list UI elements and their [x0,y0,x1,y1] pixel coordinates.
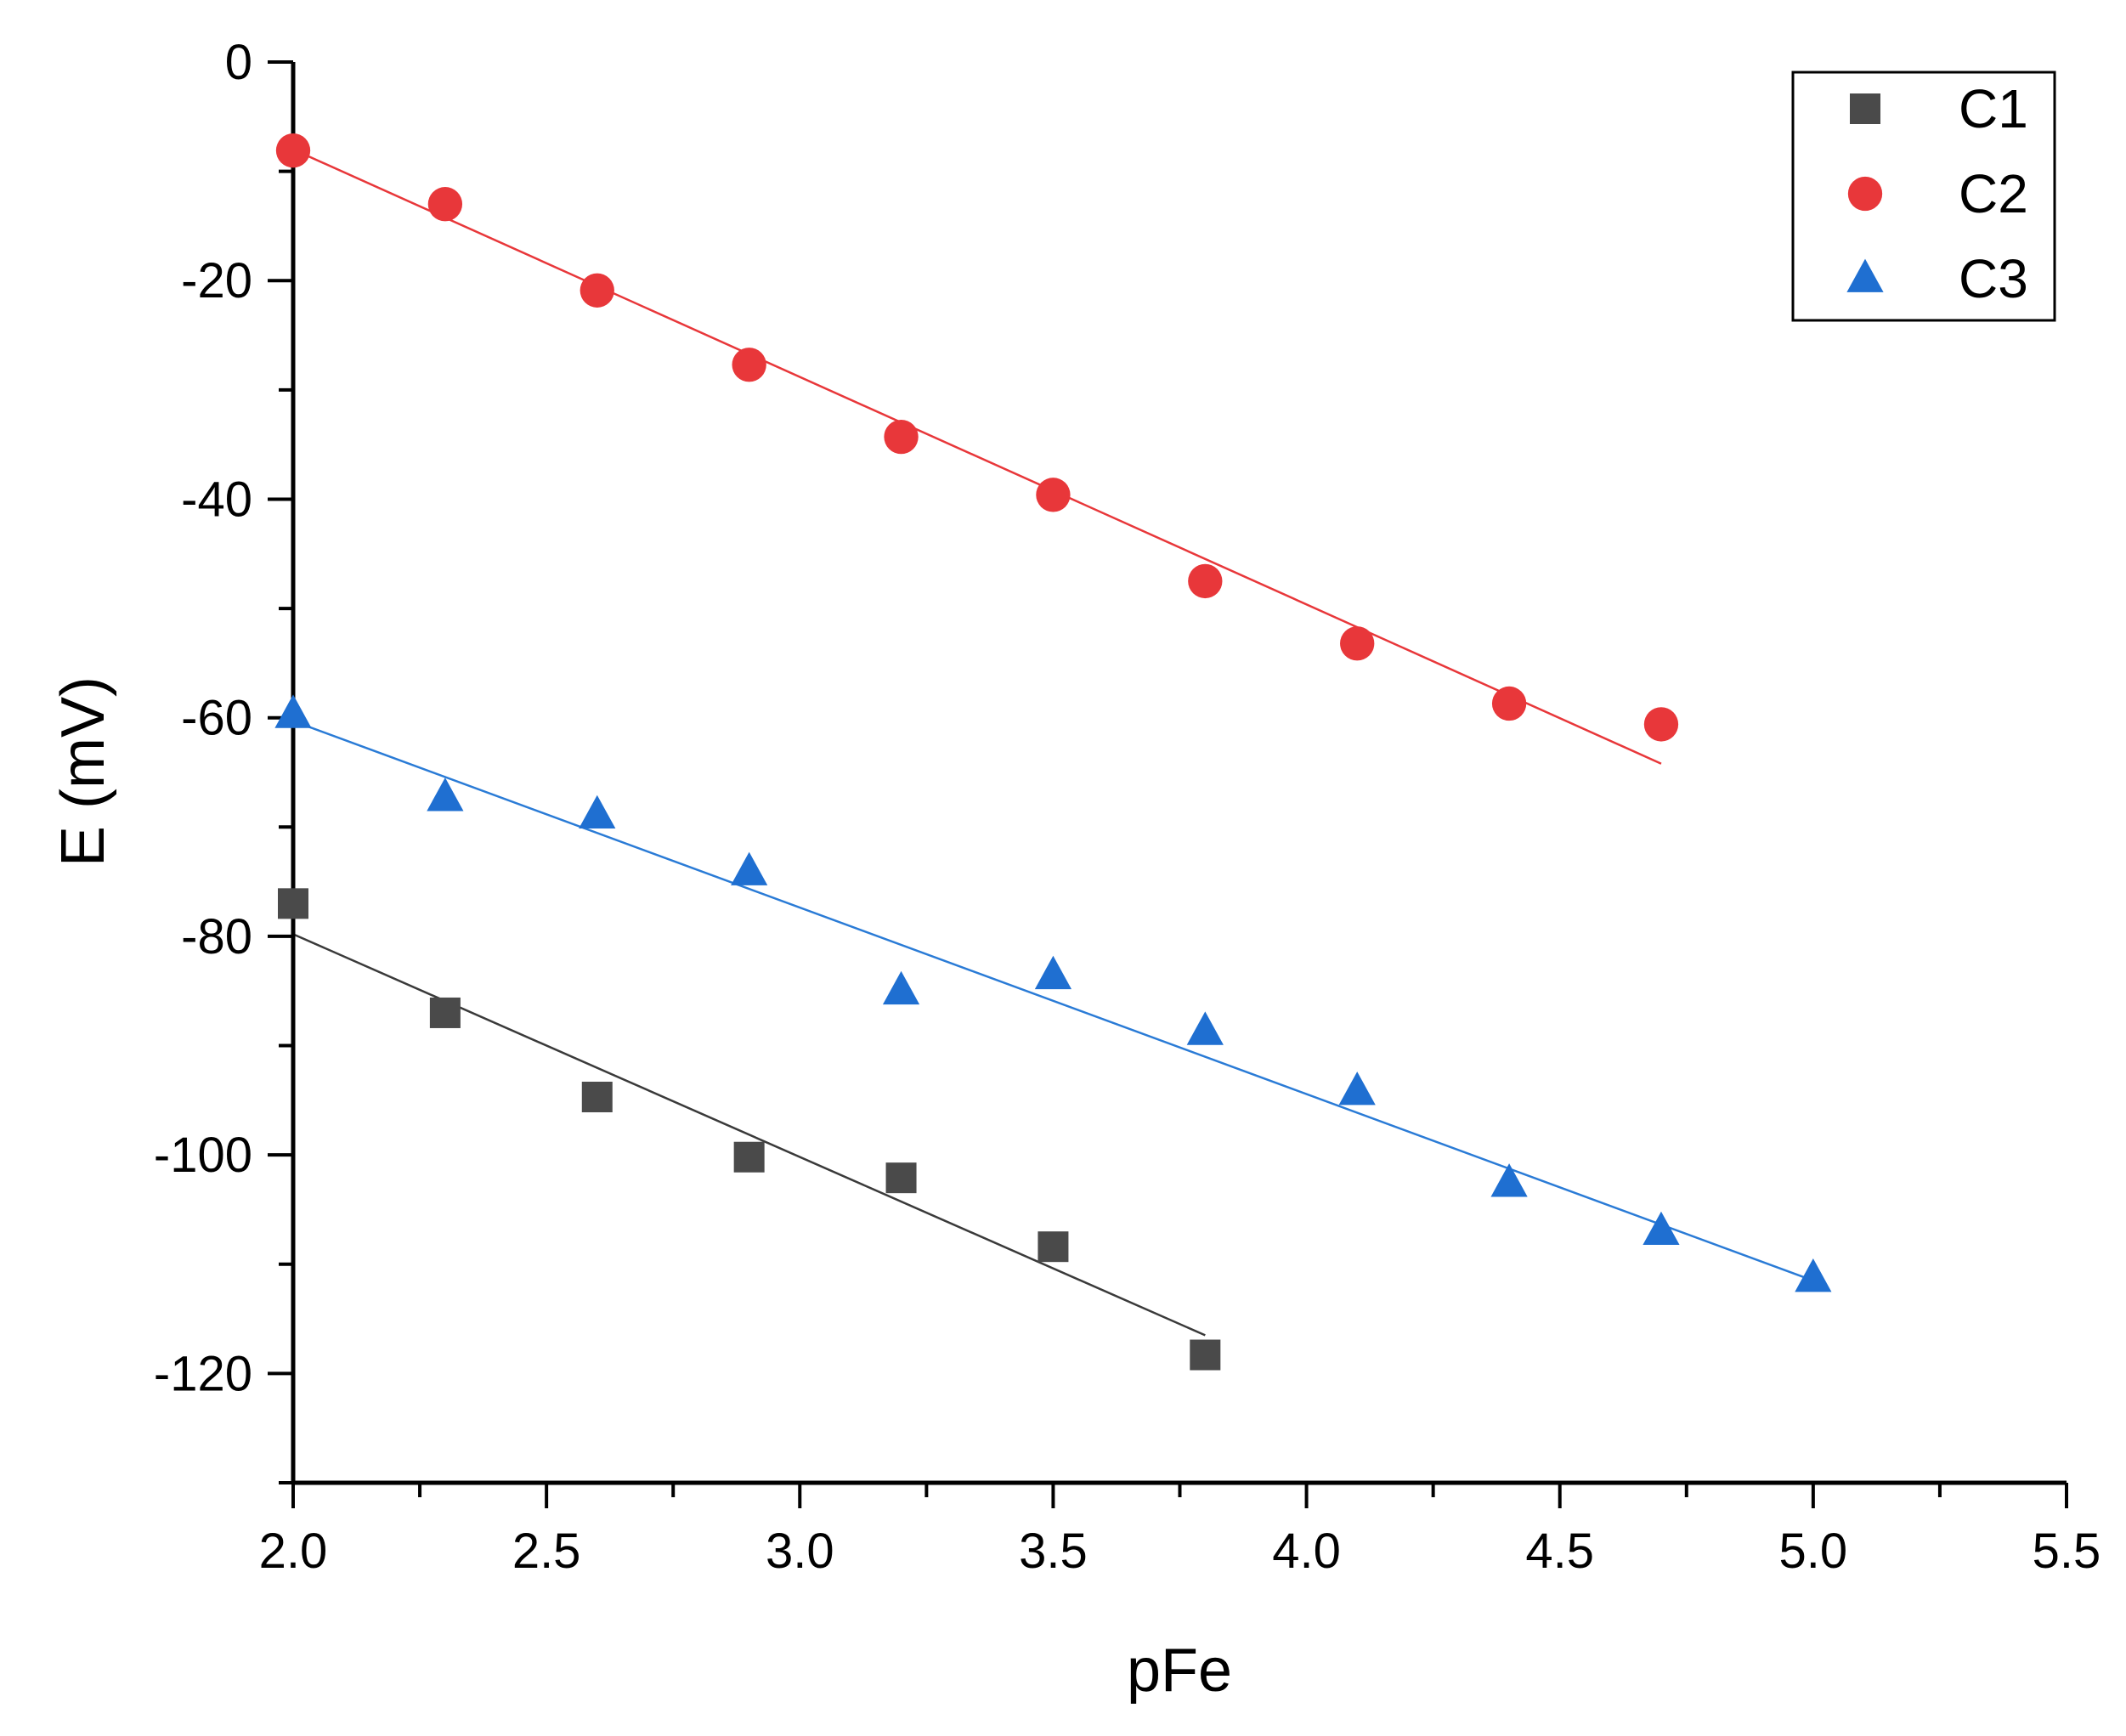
legend-items: C1 C2 C3 [1846,78,2028,309]
data-point-c1 [278,888,308,919]
data-point-c3 [731,851,768,885]
data-point-c3 [1643,1211,1680,1246]
y-tick-label: -80 [181,909,252,964]
x-ticks: 2.0 2.5 3.0 3.5 4.0 4.5 5.0 5.5 [259,1483,2101,1579]
data-point-c2 [1188,563,1223,599]
y-tick-label: -120 [154,1346,252,1401]
y-tick-label: -20 [181,253,252,308]
y-tick-label: -100 [154,1128,252,1183]
legend-marker-c3 [1846,258,1884,292]
fit-line-c3 [292,720,1814,1282]
data-markers [274,133,1832,1371]
y-tick-label: -40 [181,472,252,527]
y-tick-label: 0 [225,35,252,90]
data-point-c1 [733,1141,765,1173]
x-tick-label: 4.0 [1272,1524,1341,1579]
x-axis-title: pFe [1127,1637,1232,1705]
data-point-c1 [581,1081,613,1112]
x-tick-label: 5.5 [2033,1524,2101,1579]
x-tick-label: 3.5 [1019,1524,1088,1579]
data-point-c1 [1190,1339,1221,1371]
legend-label-c3: C3 [1959,248,2028,309]
data-point-c2 [1340,626,1375,661]
y-tick-label: -60 [181,691,252,746]
data-point-c3 [1186,1011,1224,1045]
y-ticks: 0 -20 -40 -60 -80 -100 -120 [154,35,293,1484]
data-point-c2 [732,348,766,382]
legend-label-c1: C1 [1959,78,2028,139]
x-tick-label: 2.0 [259,1524,328,1579]
data-point-c2 [275,133,311,168]
data-point-c2 [427,187,463,222]
legend: C1 C2 C3 [1791,71,2056,322]
data-point-c3 [1034,955,1072,990]
y-axis-title: E (mV) [49,676,117,867]
data-point-c2 [884,419,919,455]
legend-marker-c1 [1850,93,1880,124]
data-point-c2 [1036,478,1071,512]
data-point-c3 [427,778,464,811]
data-point-c1 [429,997,461,1028]
data-point-c3 [579,794,616,829]
data-point-c1 [885,1162,917,1194]
data-point-c2 [1643,707,1679,742]
data-point-c3 [1338,1072,1376,1105]
fit-lines [292,148,1814,1337]
legend-box [1791,71,2056,322]
data-point-c2 [580,273,614,308]
legend-label-c2: C2 [1959,163,2028,224]
data-point-c3 [1795,1258,1832,1292]
data-point-c1 [1038,1231,1069,1263]
x-tick-label: 5.0 [1779,1524,1848,1579]
x-tick-label: 2.5 [512,1524,581,1579]
x-tick-label: 4.5 [1525,1524,1594,1579]
data-point-c3 [274,694,312,728]
x-tick-label: 3.0 [766,1524,834,1579]
data-point-c3 [882,970,920,1005]
fit-line-c2 [292,148,1662,765]
fit-line-c1 [292,933,1206,1337]
data-point-c3 [1490,1163,1528,1197]
data-point-c2 [1491,686,1527,721]
legend-marker-c2 [1847,176,1883,212]
